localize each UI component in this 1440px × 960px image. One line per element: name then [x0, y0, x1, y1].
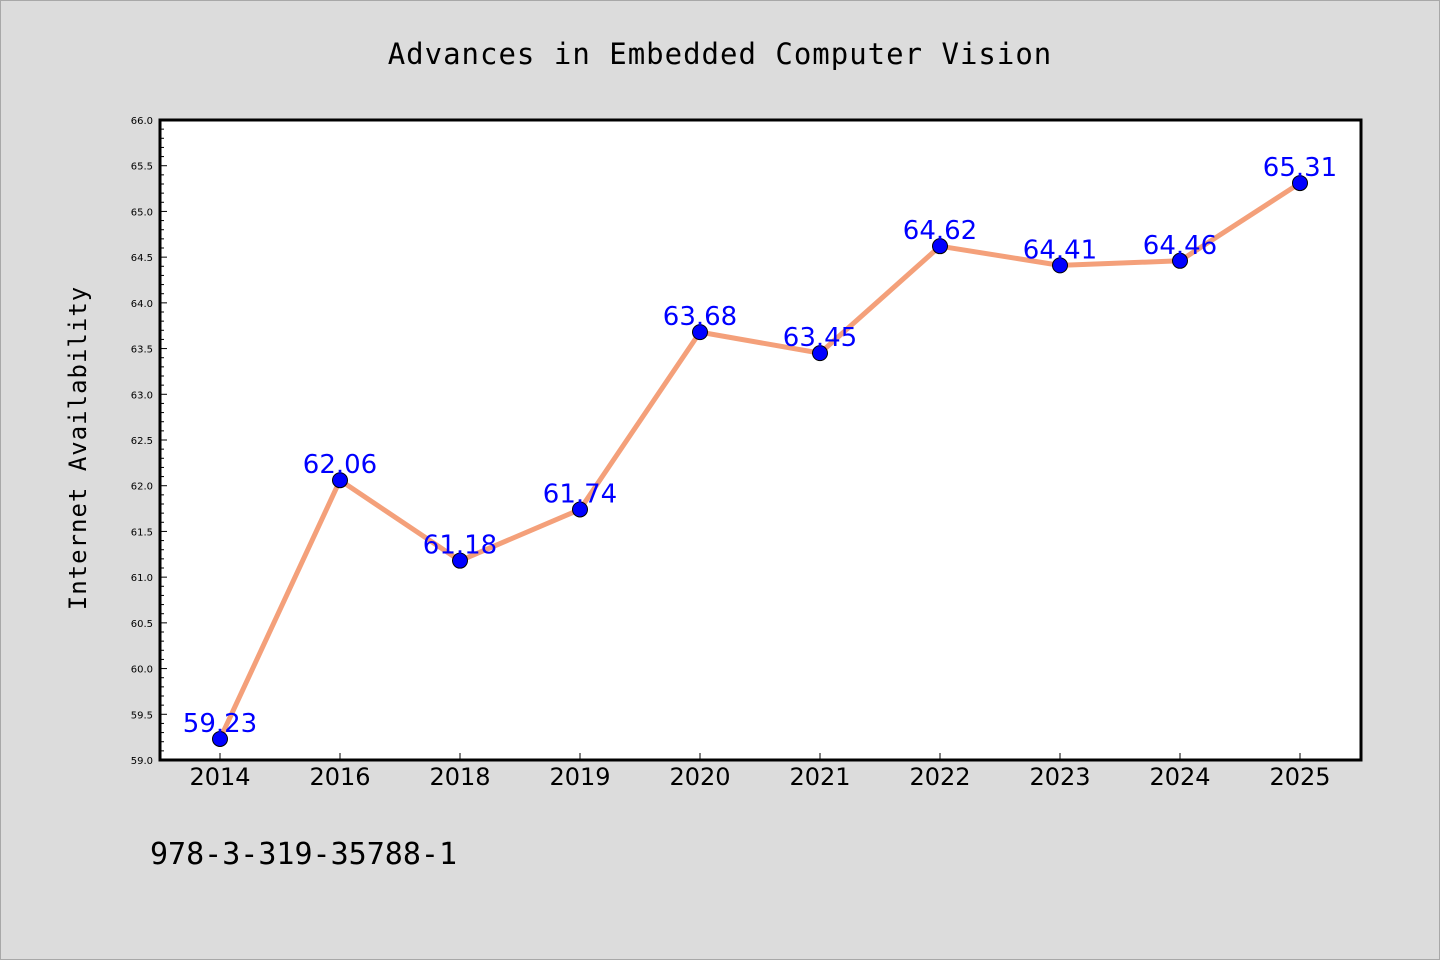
y-tick-label: 65.0	[131, 207, 153, 218]
y-tick-label: 60.5	[131, 619, 153, 630]
data-label: 64.41	[1023, 235, 1097, 265]
y-tick-label: 63.0	[131, 390, 153, 401]
y-axis-label: Internet Availability	[64, 286, 92, 610]
y-tick-label: 62.5	[131, 436, 153, 447]
y-tick-label: 65.5	[131, 162, 153, 173]
data-label: 64.46	[1143, 231, 1217, 261]
x-tick-label: 2023	[1029, 763, 1090, 791]
x-tick-label: 2016	[309, 763, 370, 791]
y-tick-label: 61.5	[131, 527, 153, 538]
data-point	[812, 345, 828, 362]
data-label: 64.62	[903, 216, 977, 246]
data-point	[452, 552, 468, 569]
data-markers	[212, 175, 1308, 747]
data-label: 62.06	[303, 450, 377, 480]
y-tick-label: 64.0	[131, 299, 153, 310]
y-tick-label: 63.5	[131, 345, 153, 356]
y-tick-label: 62.0	[131, 482, 153, 493]
x-tick-label: 2025	[1269, 763, 1330, 791]
x-tick-label: 2019	[549, 763, 610, 791]
data-point	[332, 472, 348, 489]
data-point	[692, 324, 708, 341]
y-tick-label: 59.0	[131, 756, 153, 767]
y-tick-label: 59.5	[131, 710, 153, 721]
data-label: 59.23	[183, 709, 257, 739]
x-axis: 2014 2016 2018 2019 2020 2021 2022 2023 2024 2025	[189, 753, 1331, 791]
data-point	[572, 501, 588, 518]
data-point	[212, 730, 228, 747]
x-tick-label: 2021	[789, 763, 850, 791]
data-point	[1052, 257, 1068, 274]
data-point	[1292, 175, 1308, 192]
isbn-footer: 978-3-319-35788-1	[150, 837, 457, 872]
data-label: 65.31	[1263, 153, 1337, 183]
data-labels: 59.23 62.06 61.18 61.74 63.68 63.45 64.62 64.41…	[183, 153, 1337, 739]
data-point	[1172, 252, 1188, 269]
y-tick-label: 66.0	[131, 116, 153, 127]
x-tick-label: 2014	[189, 763, 250, 791]
x-tick-label: 2022	[909, 763, 970, 791]
data-label: 63.45	[783, 323, 857, 353]
data-label: 61.74	[543, 479, 617, 509]
y-axis: 59.0 59.5 60.0 60.5 61.0 61.5 62.0 62.5 63.0 63.5…	[131, 116, 167, 767]
y-tick-label: 61.0	[131, 573, 153, 584]
x-tick-label: 2024	[1149, 763, 1210, 791]
data-point	[932, 238, 948, 255]
x-tick-label: 2020	[669, 763, 730, 791]
data-label: 63.68	[663, 302, 737, 332]
x-tick-label: 2018	[429, 763, 490, 791]
series-line	[217, 180, 1303, 742]
plot-area	[158, 118, 1363, 762]
data-label: 61.18	[423, 531, 497, 561]
y-tick-label: 64.5	[131, 253, 153, 264]
chart-title: Advances in Embedded Computer Vision	[388, 37, 1053, 71]
y-tick-label: 60.0	[131, 665, 153, 676]
